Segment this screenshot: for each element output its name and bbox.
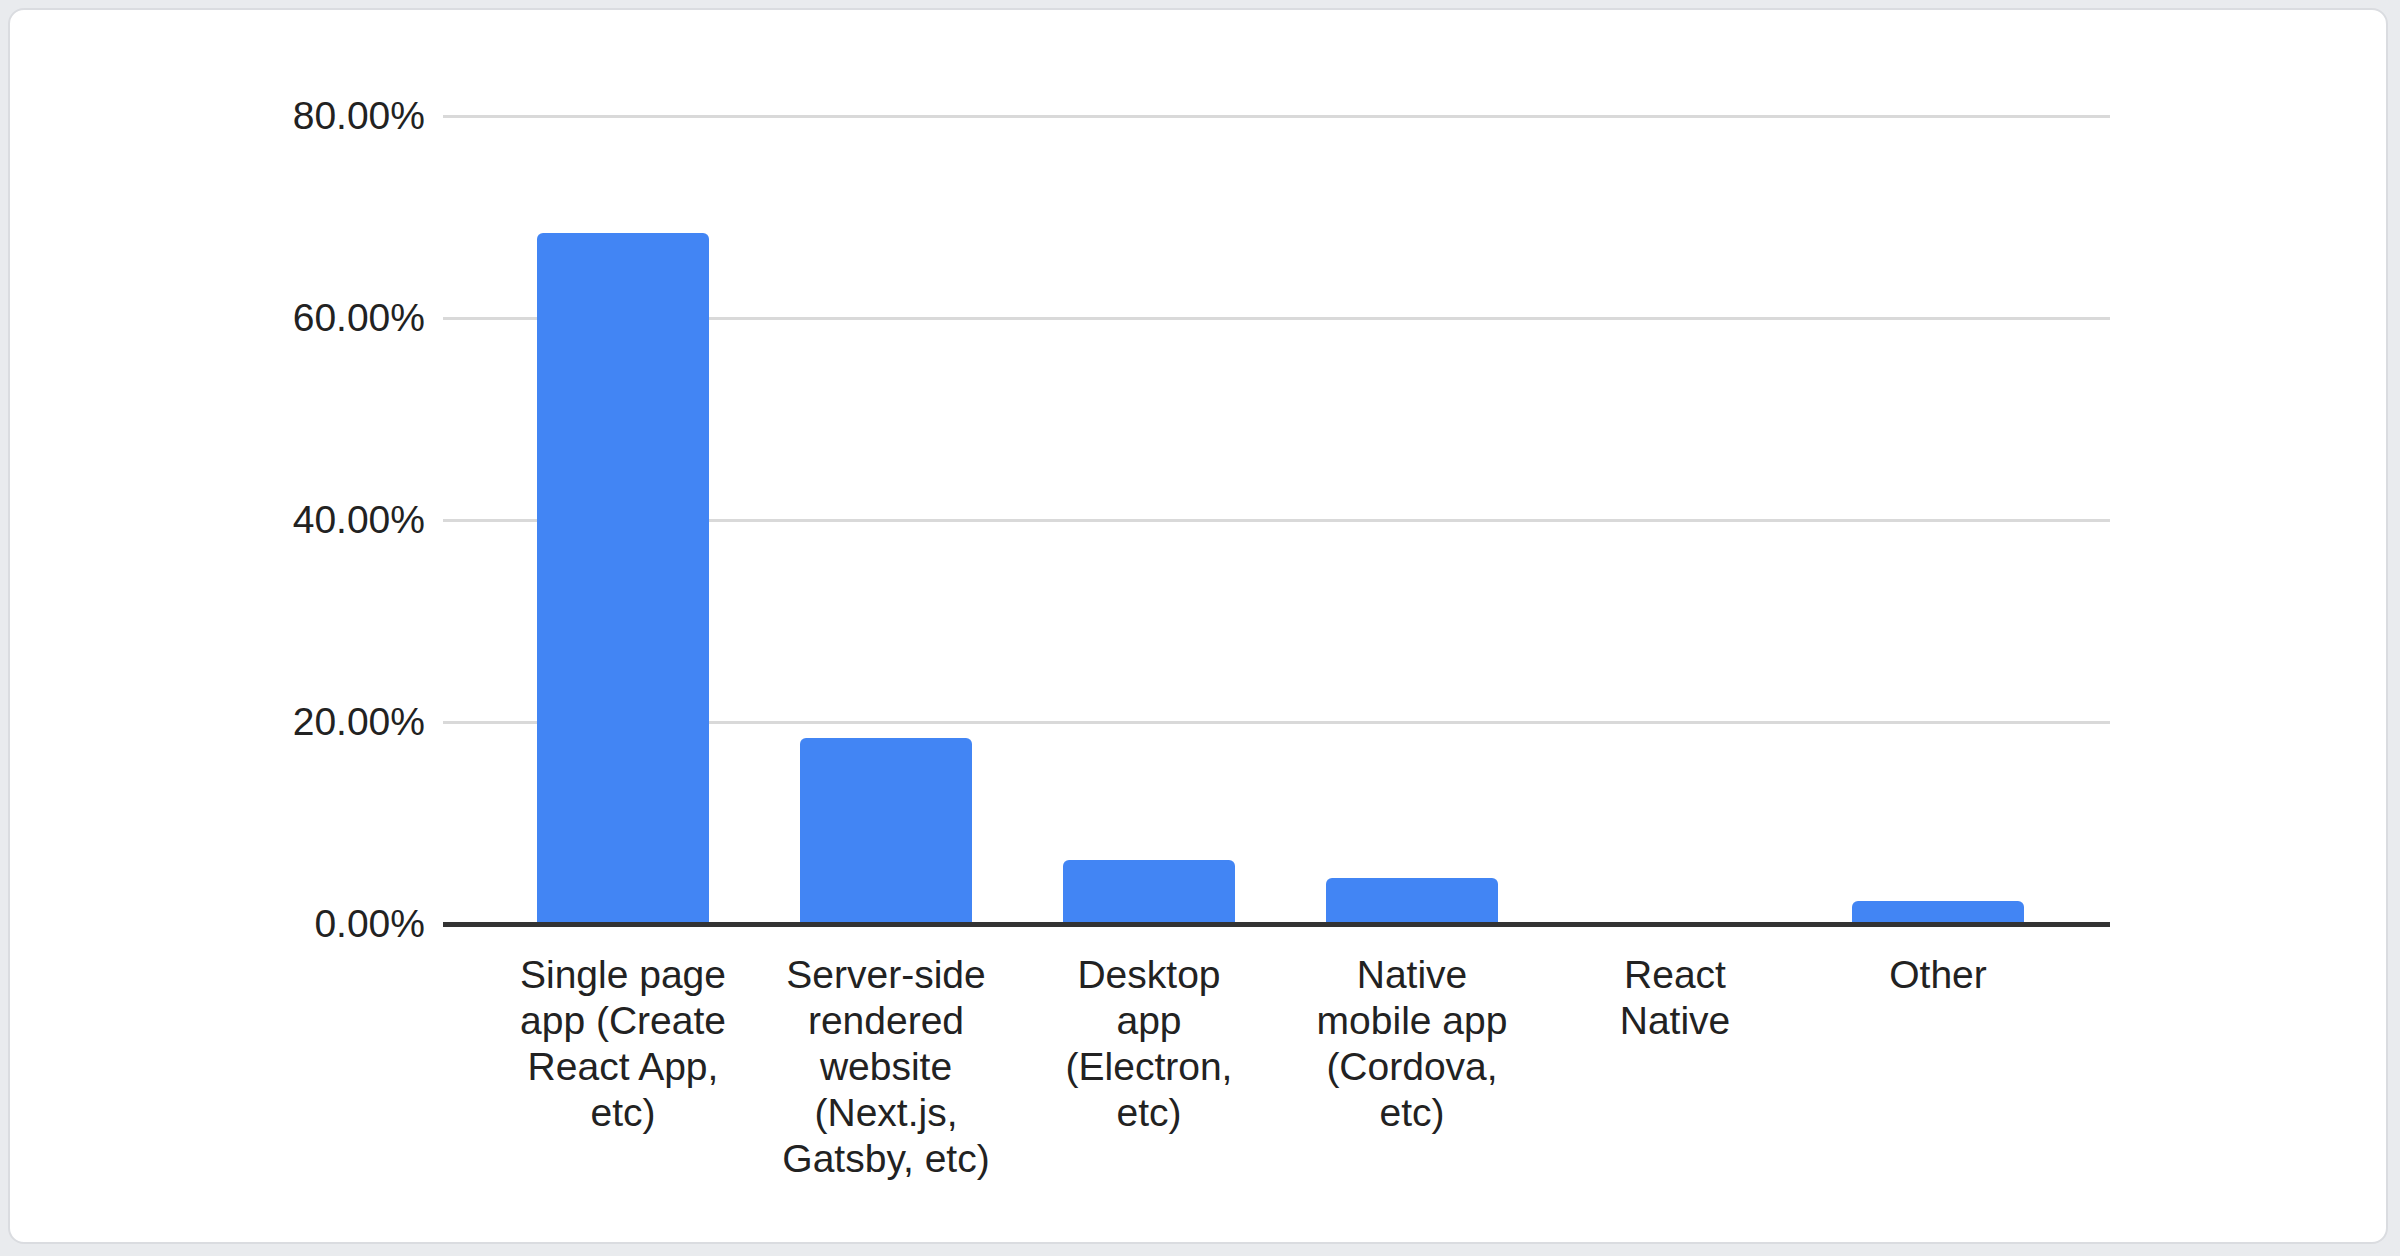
category-label-line: rendered (753, 998, 1019, 1044)
bar-desktop-app (1063, 860, 1235, 924)
category-label-line: Server-side (753, 952, 1019, 998)
category-label-other: Other (1805, 952, 2071, 998)
y-tick-label-0: 0.00% (125, 901, 425, 947)
category-label-line: React App, (490, 1044, 756, 1090)
category-label-line: Single page (490, 952, 756, 998)
category-label-line: (Cordova, (1279, 1044, 1545, 1090)
category-label-line: Desktop (1016, 952, 1282, 998)
y-tick-label-20: 20.00% (125, 699, 425, 745)
category-label-line: Native (1542, 998, 1808, 1044)
category-label-line: app (1016, 998, 1282, 1044)
category-label-react-native: ReactNative (1542, 952, 1808, 1044)
category-label-line: website (753, 1044, 1019, 1090)
bar-server-side-rendered-website (800, 738, 972, 924)
gridline-80 (443, 115, 2110, 118)
bar-native-mobile-app (1326, 878, 1498, 924)
category-label-line: Other (1805, 952, 2071, 998)
y-tick-label-60: 60.00% (125, 295, 425, 341)
category-label-desktop-app: Desktopapp(Electron,etc) (1016, 952, 1282, 1136)
category-label-line: (Next.js, (753, 1090, 1019, 1136)
chart-image: 80.00% 60.00% 40.00% 20.00% 0.00% Single page… (0, 0, 2400, 1256)
category-label-line: etc) (1016, 1090, 1282, 1136)
bar-other (1852, 901, 2024, 924)
category-label-native-mobile-app: Nativemobile app(Cordova,etc) (1279, 952, 1545, 1136)
y-tick-label-40: 40.00% (125, 497, 425, 543)
category-label-single-page-app: Single pageapp (CreateReact App,etc) (490, 952, 756, 1136)
category-label-line: etc) (490, 1090, 756, 1136)
category-label-server-side-rendered-website: Server-siderenderedwebsite(Next.js,Gatsb… (753, 952, 1019, 1182)
category-label-line: Native (1279, 952, 1545, 998)
x-axis-line (443, 922, 2110, 927)
category-label-line: Gatsby, etc) (753, 1136, 1019, 1182)
category-label-line: etc) (1279, 1090, 1545, 1136)
bar-single-page-app (537, 233, 709, 924)
category-label-line: mobile app (1279, 998, 1545, 1044)
y-tick-label-80: 80.00% (125, 93, 425, 139)
category-label-line: (Electron, (1016, 1044, 1282, 1090)
category-label-line: app (Create (490, 998, 756, 1044)
category-label-line: React (1542, 952, 1808, 998)
